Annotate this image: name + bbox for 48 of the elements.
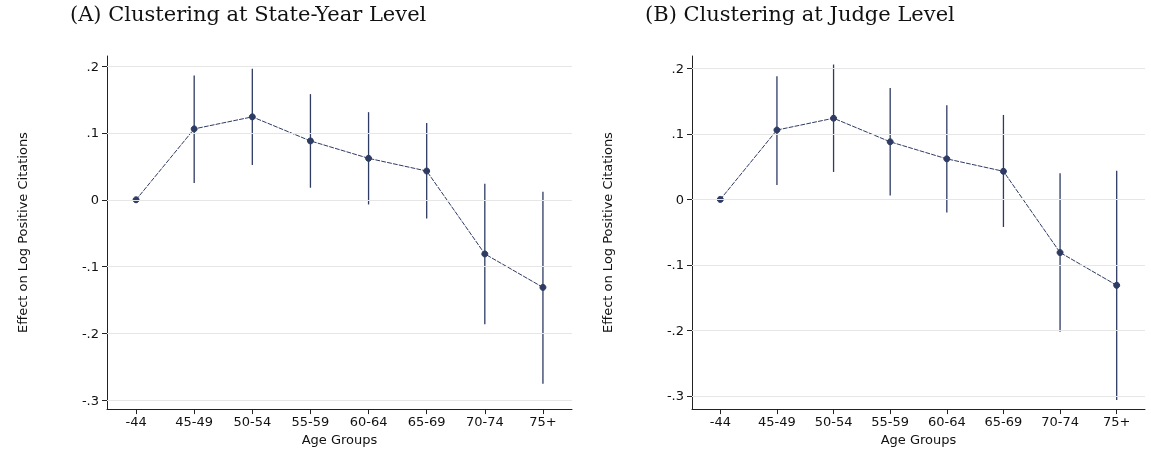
point xyxy=(886,138,894,146)
x-axis-title: Age Groups xyxy=(880,432,957,447)
point xyxy=(306,137,314,145)
y-axis-title: Effect on Log Positive Citations xyxy=(15,131,30,333)
y-tick-label: .2 xyxy=(671,60,684,76)
x-tick-label: 50-54 xyxy=(814,414,853,430)
point xyxy=(830,114,838,122)
x-axis-title: Age Groups xyxy=(301,432,378,447)
point xyxy=(423,167,431,175)
y-tick-label: -.1 xyxy=(666,257,684,273)
point xyxy=(539,283,547,291)
x-tick-label: 55-59 xyxy=(291,414,330,430)
x-tick-label: 70-74 xyxy=(465,414,504,430)
chart-title: (B) Clustering at Judge Level xyxy=(645,2,955,26)
point xyxy=(999,167,1007,175)
x-tick-label: 75+ xyxy=(529,414,557,430)
x-tick-label: 50-54 xyxy=(233,414,272,430)
x-tick-label: 45-49 xyxy=(175,414,214,430)
y-tick-label: 0 xyxy=(90,192,99,208)
point xyxy=(943,155,951,163)
x-tick-label: 75+ xyxy=(1102,414,1131,430)
point xyxy=(365,154,373,162)
chart-title: (A) Clustering at State-Year Level xyxy=(70,2,427,26)
y-tick-label: -.3 xyxy=(81,392,99,408)
x-tick-label: 70-74 xyxy=(1041,414,1079,430)
y-tick-label: 0 xyxy=(675,191,684,207)
x-tick-label: 65-69 xyxy=(407,414,446,430)
x-tick-label: 55-59 xyxy=(871,414,910,430)
x-tick-label: 65-69 xyxy=(984,414,1023,430)
y-tick-label: -.2 xyxy=(666,322,684,338)
y-tick-label: .1 xyxy=(671,126,684,142)
y-tick-label: .2 xyxy=(86,58,99,74)
x-tick-label: -44 xyxy=(709,414,731,430)
y-axis-title: Effect on Log Positive Citations xyxy=(600,131,615,333)
y-tick-label: -.1 xyxy=(81,259,99,275)
x-tick-label: 60-64 xyxy=(927,414,966,430)
x-tick-label: -44 xyxy=(125,414,147,430)
x-tick-label: 60-64 xyxy=(349,414,388,430)
point xyxy=(1056,249,1064,257)
point xyxy=(773,126,781,134)
point xyxy=(481,250,489,258)
y-tick-label: -.2 xyxy=(81,326,99,342)
x-tick-label: 45-49 xyxy=(758,414,796,430)
point xyxy=(248,113,256,121)
point xyxy=(1113,281,1121,289)
y-tick-label: -.3 xyxy=(666,388,684,404)
y-tick-label: .1 xyxy=(86,125,99,141)
point xyxy=(190,125,198,133)
